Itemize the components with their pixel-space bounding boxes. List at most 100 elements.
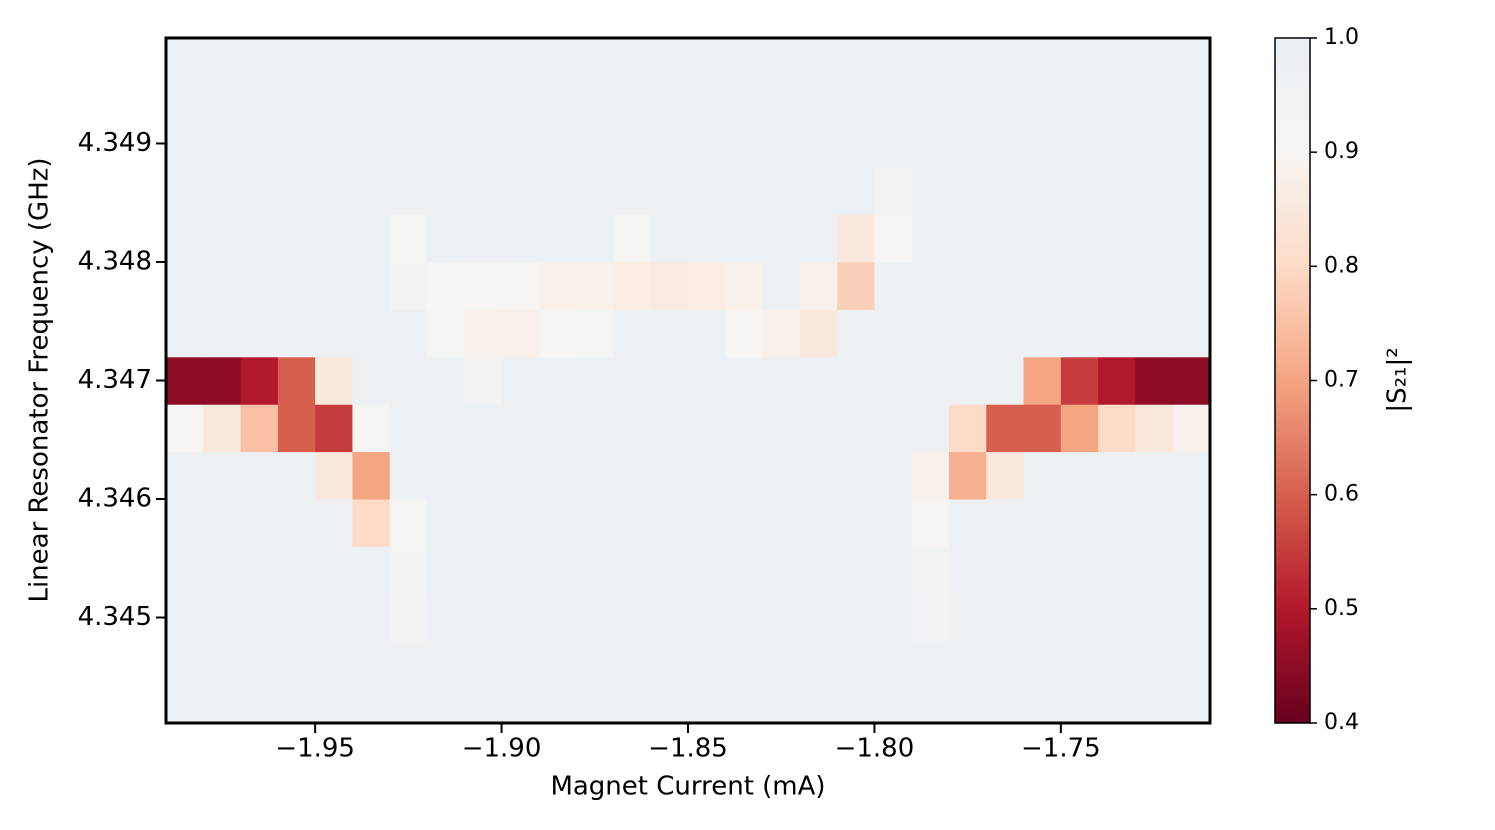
heatmap-cell [762,404,801,453]
heatmap-cell [650,641,689,690]
heatmap-cell [203,356,242,405]
heatmap-cell [799,38,838,73]
heatmap-cell [389,214,428,263]
heatmap-cell [464,38,503,73]
heatmap-cell [837,688,875,723]
heatmap-cell [389,309,428,358]
heatmap-cell [427,404,465,453]
heatmap-cell [613,546,652,595]
heatmap-cell [240,167,279,216]
heatmap-cell [799,499,838,547]
heatmap-cell [688,499,726,547]
heatmap-cell [203,688,242,723]
heatmap-cell [1098,593,1136,642]
heatmap-cell [1060,261,1099,310]
heatmap-cell [576,38,614,73]
heatmap-cell [949,641,987,690]
heatmap-cell [203,167,242,216]
heatmap-cell [389,688,428,723]
heatmap-cell [538,72,577,121]
heatmap-cell [166,546,204,595]
heatmap-cell [389,72,428,121]
heatmap-cell [1172,593,1210,642]
heatmap-cell [203,641,242,690]
heatmap-cell [1172,641,1210,690]
heatmap-cell [352,119,391,168]
heatmap-cell [1098,309,1136,358]
heatmap-cell [725,641,764,690]
heatmap-cell [1172,261,1210,310]
heatmap-cell [538,546,577,595]
heatmap-cell [986,593,1025,642]
heatmap-cell [911,404,950,453]
heatmap-cell [166,167,204,216]
heatmap-cell [277,404,316,453]
heatmap-cell [538,119,577,168]
heatmap-cell [1135,214,1174,263]
heatmap-cell [613,309,652,358]
heatmap-cell [1023,167,1062,216]
heatmap-cell [688,119,726,168]
heatmap-cell [949,546,987,595]
heatmap-cell [613,499,652,547]
heatmap-cell [240,356,279,405]
heatmap-cell [762,309,801,358]
heatmap-cell [949,499,987,547]
heatmap-cell [576,641,614,690]
heatmap-cell [166,309,204,358]
heatmap-cell [874,214,913,263]
heatmap-cell [1172,309,1210,358]
heatmap-cell [427,641,465,690]
heatmap-cell [650,593,689,642]
heatmap-cell [911,688,950,723]
heatmap-cell [688,72,726,121]
heatmap-cell [874,451,913,500]
heatmap-cell [911,214,950,263]
heatmap-cell [315,593,353,642]
heatmap-cell [352,72,391,121]
heatmap-cell [576,593,614,642]
heatmap-cell [911,356,950,405]
heatmap-cell [1135,499,1174,547]
heatmap-cell [203,499,242,547]
heatmap-cell [725,451,764,500]
colorbar-tick-label: 0.6 [1324,482,1359,507]
heatmap-cell [1098,451,1136,500]
heatmap-cell [613,641,652,690]
heatmap-cell [725,119,764,168]
heatmap-cell [538,688,577,723]
heatmap-cell [874,119,913,168]
heatmap-cell [799,72,838,121]
heatmap-cell [203,214,242,263]
heatmap-cell [949,593,987,642]
heatmap-cell [688,38,726,73]
heatmap-cell [762,356,801,405]
heatmap-cell [762,167,801,216]
heatmap-cell [874,593,913,642]
heatmap-cell [986,214,1025,263]
heatmap-cell [1098,546,1136,595]
heatmap-cell [203,451,242,500]
heatmap-cell [650,451,689,500]
heatmap-cell [762,593,801,642]
heatmap-cell [1060,641,1099,690]
heatmap-cell [576,214,614,263]
heatmap-cell [538,641,577,690]
heatmap-cell [1098,119,1136,168]
heatmap-cell [1023,38,1062,73]
heatmap-cell [166,641,204,690]
heatmap-cell [1023,261,1062,310]
heatmap-cell [240,309,279,358]
heatmap-cell [874,404,913,453]
heatmap-cell [837,356,875,405]
heatmap-cell [240,38,279,73]
heatmap-cell [240,214,279,263]
heatmap-cell [874,309,913,358]
heatmap-cell [911,451,950,500]
heatmap-cell [427,214,465,263]
heatmap-cell [389,546,428,595]
heatmap-cell [986,499,1025,547]
y-tick-label: 4.346 [78,484,152,514]
heatmap-cell [464,119,503,168]
